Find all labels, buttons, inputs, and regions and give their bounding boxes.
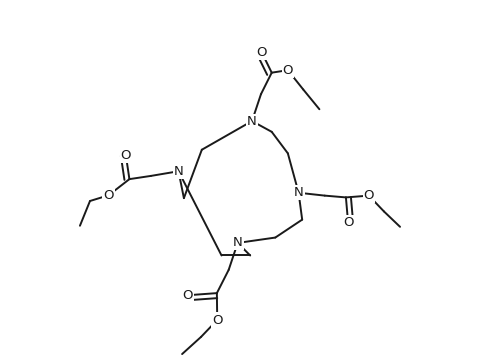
Text: O: O — [103, 189, 114, 202]
Text: O: O — [212, 313, 222, 327]
Text: N: N — [294, 186, 303, 199]
Text: N: N — [233, 237, 242, 249]
Text: O: O — [343, 215, 353, 229]
Text: O: O — [257, 46, 267, 59]
Text: O: O — [363, 189, 374, 202]
Text: O: O — [120, 149, 131, 162]
Text: O: O — [182, 289, 193, 302]
Text: N: N — [247, 115, 257, 127]
Text: O: O — [283, 64, 293, 77]
Text: N: N — [174, 165, 183, 178]
